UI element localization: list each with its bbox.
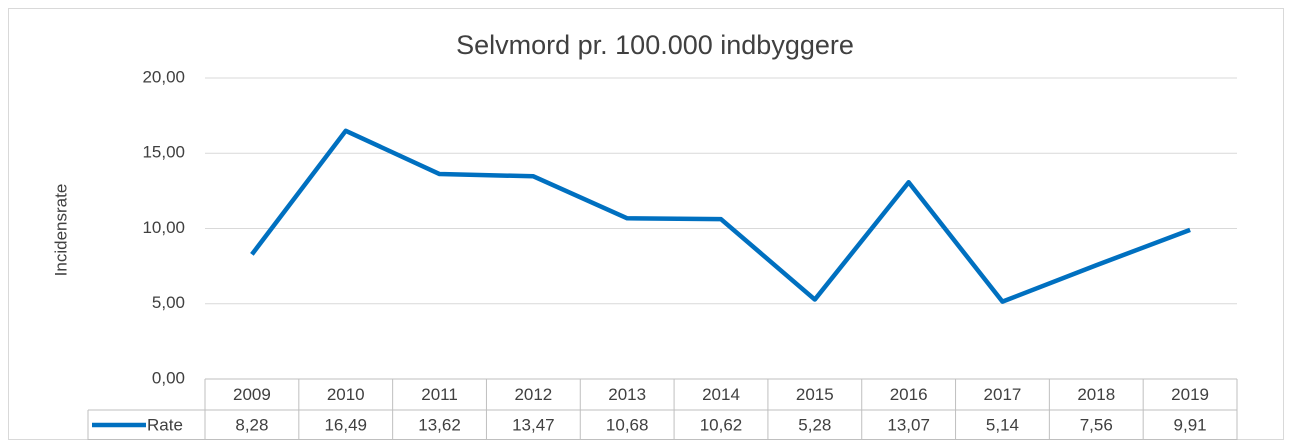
table-value: 10,62 bbox=[700, 415, 743, 434]
x-tick-label: 2012 bbox=[514, 385, 552, 404]
table-value: 13,47 bbox=[512, 415, 555, 434]
chart-title: Selvmord pr. 100.000 indbyggere bbox=[456, 30, 854, 60]
table-value: 13,07 bbox=[887, 415, 930, 434]
chart-border bbox=[8, 8, 1284, 440]
legend-label: Rate bbox=[147, 415, 183, 434]
x-tick-label: 2014 bbox=[702, 385, 740, 404]
x-tick-label: 2016 bbox=[890, 385, 928, 404]
y-tick-label: 10,00 bbox=[142, 218, 185, 237]
table-value: 9,91 bbox=[1174, 415, 1207, 434]
y-tick-label: 0,00 bbox=[152, 368, 185, 387]
table-value: 16,49 bbox=[324, 415, 367, 434]
y-tick-label: 20,00 bbox=[142, 67, 185, 86]
table-value: 10,68 bbox=[606, 415, 649, 434]
table-value: 5,28 bbox=[798, 415, 831, 434]
table-value: 5,14 bbox=[986, 415, 1019, 434]
y-tick-label: 15,00 bbox=[142, 143, 185, 162]
table-value: 7,56 bbox=[1080, 415, 1113, 434]
x-tick-label: 2017 bbox=[984, 385, 1022, 404]
x-tick-label: 2013 bbox=[608, 385, 646, 404]
x-tick-label: 2019 bbox=[1171, 385, 1209, 404]
x-tick-label: 2011 bbox=[421, 385, 458, 404]
x-tick-label: 2009 bbox=[233, 385, 271, 404]
y-axis-label: Incidensrate bbox=[51, 184, 70, 277]
table-value: 13,62 bbox=[418, 415, 461, 434]
data-line bbox=[250, 128, 1191, 304]
x-tick-label: 2015 bbox=[796, 385, 834, 404]
y-tick-label: 5,00 bbox=[152, 293, 185, 312]
x-tick-label: 2018 bbox=[1077, 385, 1115, 404]
x-tick-label: 2010 bbox=[327, 385, 365, 404]
table-value: 8,28 bbox=[235, 415, 268, 434]
